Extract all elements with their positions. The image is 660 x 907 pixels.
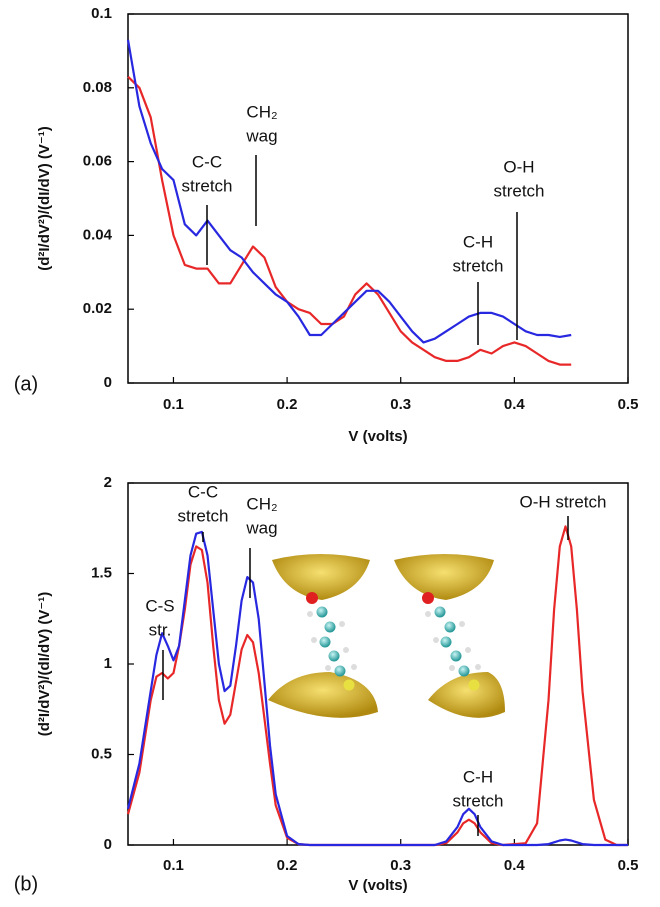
y-tick-label: 0.06 <box>83 153 112 170</box>
annotation: C-C <box>188 482 218 501</box>
y-tick-label: 0 <box>104 374 112 391</box>
annotation: stretch <box>177 506 228 525</box>
annotation: C-C <box>192 152 222 171</box>
y-tick-label: 0.08 <box>83 79 112 96</box>
panel-label: (a) <box>14 373 38 395</box>
data-line <box>126 525 628 847</box>
x-tick-label: 0.5 <box>618 396 639 413</box>
y-tick-label: 0.02 <box>83 300 112 317</box>
data-line <box>127 75 572 366</box>
annotation: stretch <box>452 256 503 275</box>
annotation: stretch <box>452 791 503 810</box>
x-tick-label: 0.4 <box>504 396 526 413</box>
y-axis-title: (d²I/dV²)/(dI/dV) (V⁻¹) <box>36 126 53 271</box>
annotation: str. <box>149 620 172 639</box>
x-tick-label: 0.5 <box>618 857 639 874</box>
annotation: stretch <box>493 181 544 200</box>
panel-label: (b) <box>14 873 38 895</box>
y-tick-label: 1 <box>104 655 112 672</box>
y-tick-label: 0.5 <box>91 745 112 762</box>
x-tick-label: 0.2 <box>277 857 298 874</box>
x-axis-title: V (volts) <box>348 877 407 894</box>
x-axis-title: V (volts) <box>348 428 407 445</box>
data-line <box>126 39 572 344</box>
panel: 0 0.5 1 1.5 2 0.1 0.2 0.3 0.4 0.5 V (volts) (d²I/dV… <box>14 474 639 895</box>
annotation: O-H <box>503 157 534 176</box>
annotation: C-H <box>463 767 493 786</box>
molecule-left <box>268 554 378 718</box>
plot-frame <box>127 13 629 384</box>
y-axis-title: (d²I/dV²)/(dI/dV) (V⁻¹) <box>36 592 53 737</box>
y-tick-label: 2 <box>104 474 112 491</box>
x-tick-label: 0.4 <box>504 857 526 874</box>
panel: 0 0.02 0.04 0.06 0.08 0.1 0.1 0.2 0.3 0.4 0.5 V (vo… <box>14 5 639 445</box>
y-tick-label: 0.1 <box>91 5 112 22</box>
data-line <box>126 530 628 847</box>
annotation: C-H <box>463 232 493 251</box>
x-tick-label: 0.3 <box>390 396 411 413</box>
annotation: CH₂ <box>246 102 277 121</box>
y-tick-label: 0 <box>104 836 112 853</box>
y-tick-label: 0.04 <box>83 226 113 243</box>
x-tick-label: 0.1 <box>163 396 184 413</box>
annotation: wag <box>245 518 277 537</box>
annotation: O-H stretch <box>520 492 607 511</box>
annotation: stretch <box>181 176 232 195</box>
x-tick-label: 0.3 <box>390 857 411 874</box>
x-tick-label: 0.1 <box>163 857 184 874</box>
x-tick-label: 0.2 <box>277 396 298 413</box>
molecule-right <box>394 554 505 718</box>
annotation: wag <box>245 126 277 145</box>
molecule-illustrations <box>268 554 505 718</box>
y-tick-label: 1.5 <box>91 564 112 581</box>
annotation: CH₂ <box>246 494 277 513</box>
annotation: C-S <box>145 596 174 615</box>
